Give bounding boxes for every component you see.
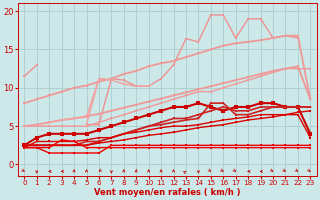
X-axis label: Vent moyen/en rafales ( km/h ): Vent moyen/en rafales ( km/h ) [94,188,241,197]
